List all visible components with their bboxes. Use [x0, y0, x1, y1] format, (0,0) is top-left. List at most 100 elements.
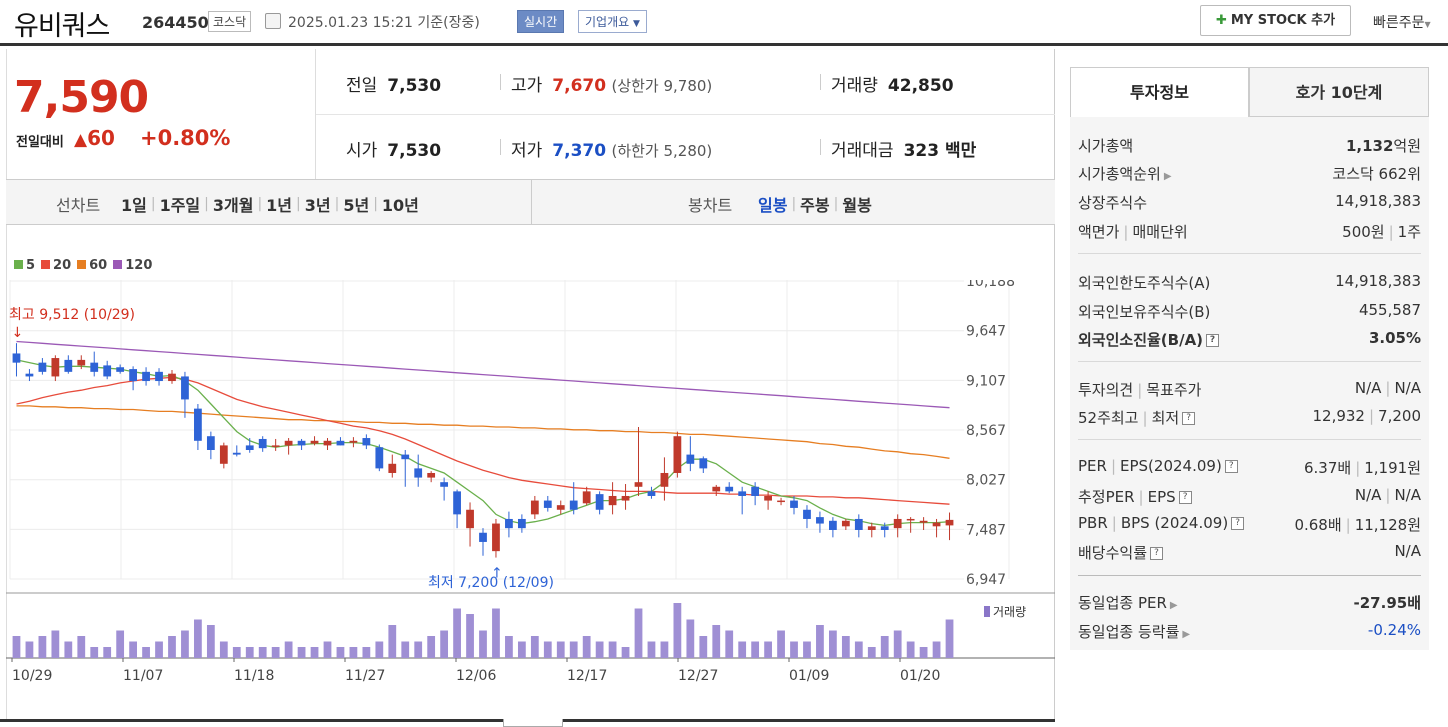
- market-cap: 1,132: [1345, 137, 1394, 155]
- realtime-button[interactable]: 실시간: [517, 10, 565, 33]
- tab-5y[interactable]: 5년: [343, 196, 370, 215]
- candle-body: [375, 447, 384, 469]
- tab-1w[interactable]: 1주일: [159, 196, 201, 215]
- market-cap-label: 시가총액: [1078, 137, 1134, 155]
- candle-body: [893, 518, 902, 529]
- opinion-row: 투자의견 | 목표주가 N/A | N/A: [1078, 379, 1421, 400]
- divider: |: [791, 196, 797, 212]
- cap-rank-row[interactable]: 시가총액순위 ▶ 코스닥 662위: [1078, 163, 1421, 184]
- volume-bar: [505, 636, 513, 658]
- bps: 11,128원: [1354, 516, 1421, 534]
- candle-body: [219, 445, 228, 464]
- divider: |: [334, 196, 340, 212]
- candle-body: [517, 518, 526, 529]
- ma-line-ma20: [16, 376, 950, 505]
- lower-limit: (하한가 5,280): [611, 142, 713, 160]
- dividend-label: 배당수익률: [1078, 544, 1148, 562]
- high-price: 고가 7,670 (상한가 9,780): [511, 71, 712, 96]
- market-badge: 코스닥: [208, 11, 252, 32]
- divider: |: [204, 196, 209, 212]
- opinion-label: 투자의견: [1078, 381, 1134, 399]
- help-icon[interactable]: ?: [1231, 517, 1245, 530]
- tab-1y[interactable]: 1년: [266, 196, 293, 215]
- candle-body: [297, 440, 306, 446]
- volume-bar: [38, 636, 47, 658]
- divider: |: [1110, 457, 1117, 475]
- volume-bar: [945, 619, 954, 658]
- target: N/A: [1394, 379, 1421, 397]
- help-icon[interactable]: ?: [1224, 460, 1238, 473]
- x-tick-label: 01/20: [900, 668, 940, 684]
- volume-bar: [725, 630, 734, 658]
- volume-bar: [375, 641, 384, 658]
- candle-body: [764, 495, 772, 501]
- volume-bar: [543, 641, 552, 658]
- quick-order-label: 빠른주문: [1373, 15, 1425, 31]
- w52-values: 12,932 | 7,200: [1312, 407, 1421, 425]
- calendar-icon: [265, 13, 281, 29]
- tab-daily[interactable]: 일봉: [758, 196, 788, 215]
- volume-bar: [284, 641, 293, 658]
- volume-bar: [232, 647, 241, 658]
- add-my-stock-button[interactable]: ✚ MY STOCK 추가: [1200, 5, 1351, 36]
- price-chart[interactable]: 10,188 9,647 9,107 8,567 8,027 7,487 6,947 최고 9…: [6, 280, 1055, 690]
- x-tick-label: 11/27: [345, 668, 385, 684]
- tab-1d[interactable]: 1일: [121, 196, 147, 215]
- x-tick-label: 12/06: [456, 668, 496, 684]
- quick-order-button[interactable]: 빠른주문▼: [1373, 12, 1431, 32]
- volume-bar: [595, 641, 604, 658]
- tab-invest-info[interactable]: 투자정보: [1070, 67, 1249, 117]
- unit-label: 매매단위: [1132, 223, 1188, 241]
- sector-change: -0.24%: [1367, 621, 1421, 639]
- divider: |: [1142, 409, 1148, 427]
- candle-body: [427, 472, 436, 478]
- candle-body: [349, 440, 358, 443]
- tab-weekly[interactable]: 주봉: [800, 196, 830, 215]
- x-tick-label: 12/17: [567, 668, 607, 684]
- x-tick-label: 01/09: [789, 668, 829, 684]
- tab-orderbook[interactable]: 호가 10단계: [1249, 67, 1429, 117]
- trade-amount-label: 거래대금: [831, 141, 894, 161]
- candle-body: [64, 359, 73, 372]
- sector-change-row[interactable]: 동일업종 등락률 ▶ -0.24%: [1078, 621, 1421, 642]
- arrow-up-icon: ↑: [491, 566, 503, 582]
- est-per-label: 추정PER: [1078, 488, 1135, 506]
- trade-amount: 거래대금 323 백만: [831, 136, 976, 161]
- volume-bar: [168, 636, 176, 658]
- tab-10y[interactable]: 10년: [381, 196, 419, 215]
- sector-per-row[interactable]: 동일업종 PER ▶ -27.95배: [1078, 592, 1421, 613]
- volume-bar: [854, 641, 863, 658]
- divider: [531, 179, 532, 225]
- tab-monthly[interactable]: 월봉: [842, 196, 872, 215]
- help-icon[interactable]: ?: [1150, 547, 1164, 560]
- prev-close-label: 전일: [346, 76, 378, 96]
- volume-bar: [245, 647, 254, 658]
- line-chart-label: 선차트: [56, 196, 101, 215]
- est-per-row: 추정PER | EPS? N/A | N/A: [1078, 486, 1421, 507]
- help-icon[interactable]: ?: [1178, 491, 1192, 504]
- x-tick-label: 11/07: [123, 668, 163, 684]
- scroll-handle[interactable]: [503, 719, 563, 727]
- volume-bar: [699, 636, 708, 658]
- tab-3y[interactable]: 3년: [304, 196, 331, 215]
- divider: [316, 114, 1055, 115]
- divider: [1078, 361, 1421, 362]
- candle-body: [841, 520, 850, 527]
- volume-bar: [271, 647, 280, 658]
- bps-label: BPS (2024.09): [1120, 514, 1229, 532]
- volume-bar: [582, 636, 591, 658]
- company-overview-dropdown[interactable]: 기업개요 ▼: [578, 10, 647, 33]
- help-icon[interactable]: ?: [1182, 412, 1196, 425]
- low-price: 저가 7,370 (하한가 5,280): [511, 136, 712, 161]
- tab-3m[interactable]: 3개월: [212, 196, 254, 215]
- legend-swatch: [41, 260, 51, 269]
- volume-label: 거래량: [831, 76, 878, 96]
- candle-body: [492, 523, 500, 552]
- chart-legend: 5 20 60 120: [14, 258, 152, 273]
- volume-bar: [155, 641, 163, 658]
- candle-body: [194, 408, 202, 441]
- help-icon[interactable]: ?: [1206, 334, 1220, 347]
- candle-body: [258, 438, 267, 449]
- candle-body: [660, 472, 669, 487]
- shares: 14,918,383: [1335, 192, 1421, 210]
